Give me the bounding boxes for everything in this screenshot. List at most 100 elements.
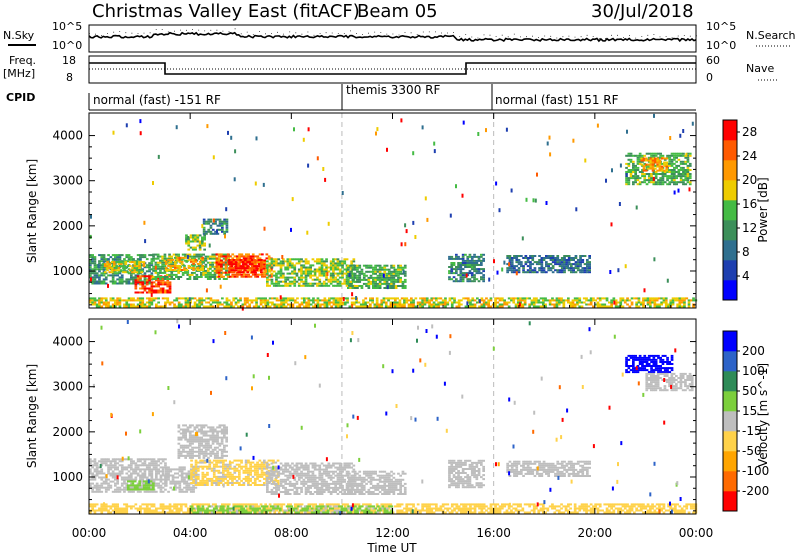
- echo-cell: [624, 264, 627, 269]
- echo-cell: [184, 301, 188, 304]
- echo-cell: [327, 266, 331, 269]
- echo-cell: [132, 297, 135, 300]
- echo-cell: [311, 484, 315, 487]
- echo-cell: [643, 181, 647, 184]
- echo-cell: [494, 305, 497, 308]
- echo-cell: [554, 257, 557, 259]
- echo-cell: [133, 480, 137, 483]
- echo-cell: [343, 466, 347, 469]
- echo-cell: [266, 276, 269, 279]
- echo-cell: [475, 264, 479, 266]
- echo-cell: [348, 466, 351, 469]
- echo-cell: [238, 482, 241, 484]
- echo-cell: [513, 257, 516, 259]
- echo-cell: [634, 177, 637, 180]
- echo-cell: [588, 261, 591, 264]
- echo-cell: [322, 470, 326, 473]
- echo-cell: [107, 464, 110, 467]
- echo-cell: [516, 303, 520, 306]
- echo-cell: [461, 276, 465, 279]
- echo-cell: [155, 470, 158, 473]
- echo-cell: [183, 478, 186, 481]
- echo-cell: [249, 484, 252, 486]
- echo-cell: [263, 265, 266, 268]
- echo-cell: [164, 472, 168, 475]
- echo-cell: [136, 458, 140, 461]
- echo-cell: [196, 244, 200, 247]
- echo-cell: [477, 272, 481, 275]
- echo-cell: [554, 269, 557, 272]
- echo-cell: [531, 271, 535, 274]
- echo-cell: [157, 486, 160, 489]
- noise-sky-label: N.Sky: [3, 29, 35, 42]
- echo-cell: [267, 463, 271, 466]
- echo-cell: [660, 297, 663, 300]
- echo-cell: [540, 259, 544, 261]
- echo-cell: [515, 261, 519, 264]
- echo-cell: [439, 301, 443, 304]
- echo-cell: [341, 270, 344, 273]
- echo-cell: [206, 273, 210, 276]
- echo-cell: [542, 297, 545, 300]
- echo-cell: [258, 257, 262, 260]
- echo-cell: [307, 274, 310, 277]
- echo-cell: [626, 303, 629, 306]
- echo-cell: [341, 476, 344, 479]
- echo-cell: [347, 270, 350, 273]
- echo-cell: [143, 256, 147, 259]
- echo-cell: [459, 280, 463, 283]
- echo-cell: [148, 305, 151, 308]
- echo-cell: [224, 475, 227, 478]
- echo-cell: [610, 301, 613, 304]
- echo-cell: [689, 299, 693, 302]
- echo-cell: [390, 287, 393, 289]
- echo-cell: [587, 303, 591, 306]
- echo-cell: [376, 285, 380, 287]
- echo-cell: [95, 282, 99, 285]
- echo-cell: [104, 305, 108, 308]
- echo-cell: [98, 466, 101, 469]
- echo-cell: [251, 253, 255, 256]
- echo-cell: [204, 271, 208, 274]
- echo-cell: [432, 297, 436, 300]
- echo-cell: [670, 169, 674, 171]
- echo-cell: [220, 271, 224, 274]
- echo-cell: [120, 282, 124, 285]
- echo-cell: [389, 301, 393, 304]
- echo-cell: [263, 473, 266, 476]
- echo-cell: [295, 262, 299, 265]
- echo-cell: [272, 461, 275, 464]
- echo-cell: [93, 486, 97, 489]
- echo-cell: [266, 476, 269, 479]
- echo-cell: [255, 267, 259, 270]
- echo-cell: [111, 458, 115, 461]
- echo-cell: [446, 303, 450, 306]
- echo-cell: [187, 470, 191, 473]
- echo-cell: [351, 304, 354, 308]
- echo-cell: [329, 280, 333, 283]
- echo-cell: [448, 270, 451, 273]
- echo-cell: [247, 461, 250, 464]
- echo-cell: [200, 303, 204, 306]
- echo-cell: [230, 301, 233, 304]
- y-tick-label: 3000: [52, 174, 83, 188]
- echo-cell: [184, 303, 188, 306]
- echo-cell: [134, 276, 138, 279]
- echo-cell: [141, 478, 145, 481]
- echo-cell: [192, 479, 196, 482]
- echo-cell: [141, 464, 145, 467]
- echo-cell: [183, 480, 186, 483]
- echo-cell: [222, 469, 225, 472]
- echo-cell: [316, 484, 319, 487]
- echo-cell: [343, 474, 347, 477]
- echo-cell: [654, 167, 657, 170]
- echo-cell: [198, 244, 202, 247]
- echo-cell: [309, 491, 312, 493]
- echo-cell: [134, 466, 138, 469]
- echo-cell: [270, 488, 274, 491]
- echo-cell: [671, 297, 675, 300]
- echo-cell: [313, 474, 317, 477]
- echo-cell: [318, 486, 322, 489]
- echo-cell: [148, 287, 151, 290]
- echo-cell: [194, 484, 198, 486]
